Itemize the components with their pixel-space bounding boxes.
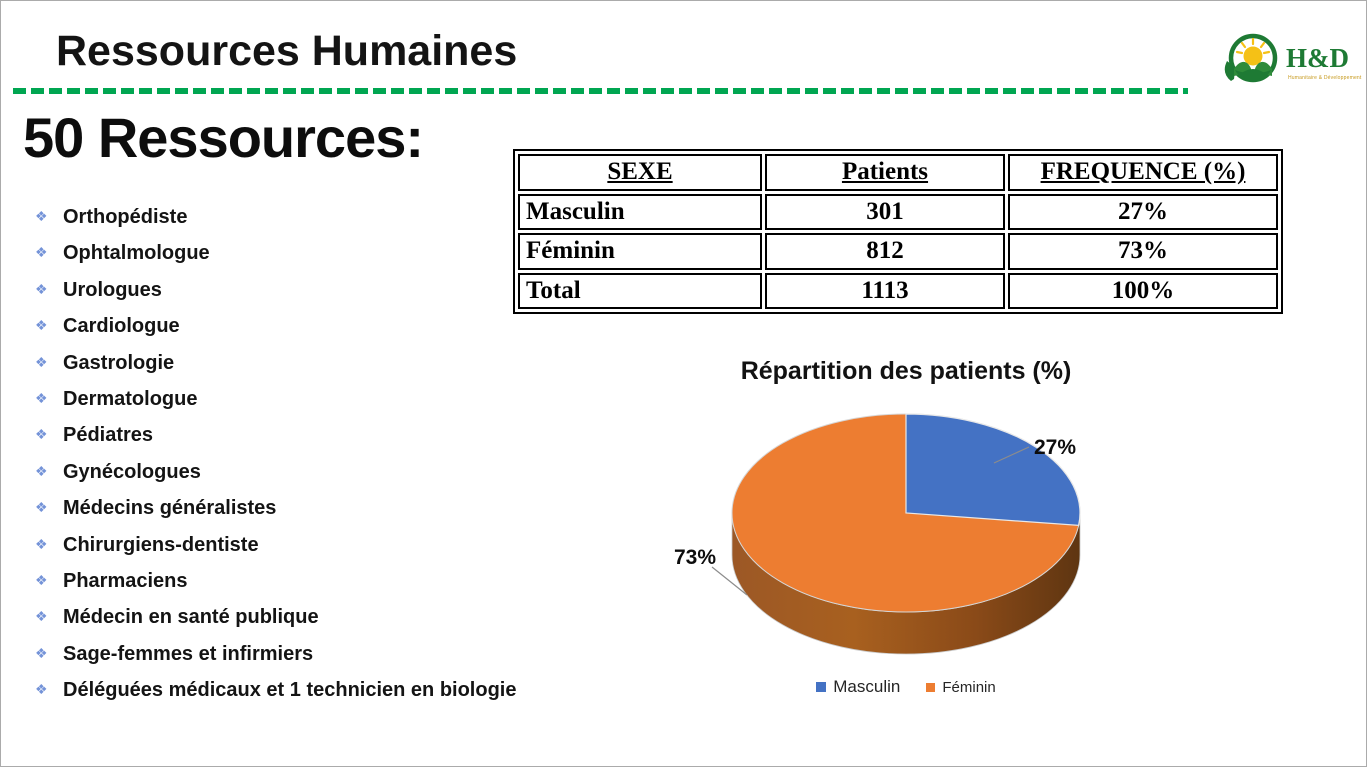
legend-label-feminin: Féminin <box>942 678 996 696</box>
table-row: Masculin 301 27% <box>518 193 1278 230</box>
list-item: ❖ Sage-femmes et infirmiers <box>35 642 615 666</box>
diamond-bullet-icon: ❖ <box>35 499 48 516</box>
list-item-label: Cardiologue <box>63 315 180 338</box>
list-item-label: Sage-femmes et infirmiers <box>63 642 314 665</box>
legend-item-feminin: Féminin <box>926 678 996 696</box>
diamond-bullet-icon: ❖ <box>35 571 48 588</box>
cell-frequence: 27% <box>1008 193 1278 230</box>
hd-logo-wordmark: H&D <box>1286 43 1349 73</box>
resource-list: ❖ Orthopédiste ❖ Ophtalmologue ❖ Urologues … <box>35 205 615 714</box>
list-item: ❖ Dermatologue <box>35 387 615 411</box>
list-item: ❖ Cardiologue <box>35 314 615 338</box>
hd-logo: H&D Humanitaire & Développement <box>1188 13 1364 107</box>
resources-heading: 50 Ressources: <box>23 106 424 169</box>
table-header-row: SEXE Patients FREQUENCE (%) <box>518 154 1278 191</box>
leader-line-feminin <box>711 566 748 596</box>
list-item: ❖ Gynécologues <box>35 460 615 484</box>
hd-logo-icon <box>1224 33 1278 83</box>
list-item: ❖ Médecins généralistes <box>35 496 615 520</box>
diamond-bullet-icon: ❖ <box>35 426 48 443</box>
cell-sexe: Masculin <box>518 193 762 230</box>
list-item: ❖ Médecin en santé publique <box>35 605 615 629</box>
list-item-label: Gynécologues <box>63 460 201 483</box>
diamond-bullet-icon: ❖ <box>35 535 48 552</box>
cell-sexe: Total <box>518 272 762 309</box>
pie-slice-masculin <box>905 413 1081 527</box>
list-item-label: Ophtalmologue <box>63 242 210 265</box>
patients-table: SEXE Patients FREQUENCE (%) Masculin 301… <box>513 149 1283 314</box>
chart-legend: Masculin Féminin <box>616 677 1196 697</box>
cell-patients: 301 <box>765 193 1005 230</box>
diamond-bullet-icon: ❖ <box>35 644 48 661</box>
list-item: ❖ Chirurgiens-dentiste <box>35 533 615 557</box>
list-item: ❖ Pharmaciens <box>35 569 615 593</box>
data-label-masculin: 27% <box>1034 436 1076 459</box>
list-item-label: Médecin en santé publique <box>63 606 319 629</box>
table-row: Féminin 812 73% <box>518 233 1278 270</box>
list-item-label: Urologues <box>63 278 162 301</box>
diamond-bullet-icon: ❖ <box>35 462 48 479</box>
list-item-label: Pédiatres <box>63 424 154 447</box>
cell-frequence: 73% <box>1008 233 1278 270</box>
legend-swatch-masculin-icon <box>816 682 827 692</box>
data-label-feminin: 73% <box>674 546 716 569</box>
list-item: ❖ Déléguées médicaux et 1 technicien en b… <box>35 678 615 702</box>
cell-sexe: Féminin <box>518 233 762 270</box>
list-item: ❖ Ophtalmologue <box>35 241 615 265</box>
diamond-bullet-icon: ❖ <box>35 317 48 334</box>
cell-patients: 812 <box>765 233 1005 270</box>
list-item-label: Pharmaciens <box>63 569 188 592</box>
list-item-label: Déléguées médicaux et 1 technicien en bi… <box>63 679 517 702</box>
diamond-bullet-icon: ❖ <box>35 244 48 261</box>
diamond-bullet-icon: ❖ <box>35 389 48 406</box>
cell-frequence: 100% <box>1008 272 1278 309</box>
list-item: ❖ Pédiatres <box>35 423 615 447</box>
list-item-label: Dermatologue <box>63 387 198 410</box>
cell-patients: 1113 <box>765 272 1005 309</box>
list-item: ❖ Urologues <box>35 278 615 302</box>
header-patients: Patients <box>765 154 1005 191</box>
green-dashed-divider <box>13 88 1357 94</box>
list-item: ❖ Gastrologie <box>35 351 615 375</box>
list-item: ❖ Orthopédiste <box>35 205 615 229</box>
header-frequence: FREQUENCE (%) <box>1008 154 1278 191</box>
legend-swatch-feminin-icon <box>926 682 936 692</box>
legend-item-masculin: Masculin <box>816 677 900 697</box>
diamond-bullet-icon: ❖ <box>35 208 48 224</box>
table-row: Total 1113 100% <box>518 272 1278 309</box>
header-sexe: SEXE <box>518 154 762 191</box>
diamond-bullet-icon: ❖ <box>35 280 48 297</box>
diamond-bullet-icon: ❖ <box>35 608 48 625</box>
list-item-label: Chirurgiens-dentiste <box>63 533 259 556</box>
hd-logo-tagline: Humanitaire & Développement <box>1288 75 1362 81</box>
legend-label-masculin: Masculin <box>833 677 901 696</box>
diamond-bullet-icon: ❖ <box>35 353 48 370</box>
list-item-label: Médecins généralistes <box>63 497 277 520</box>
slide-title: Ressources Humaines <box>56 27 518 75</box>
pie-chart: 27% 73% <box>674 413 1081 655</box>
diamond-bullet-icon: ❖ <box>35 681 48 698</box>
list-item-label: Orthopédiste <box>63 206 188 228</box>
chart-title: Répartition des patients (%) <box>740 357 1072 385</box>
leader-line-masculin <box>993 446 1030 464</box>
list-item-label: Gastrologie <box>63 351 175 374</box>
